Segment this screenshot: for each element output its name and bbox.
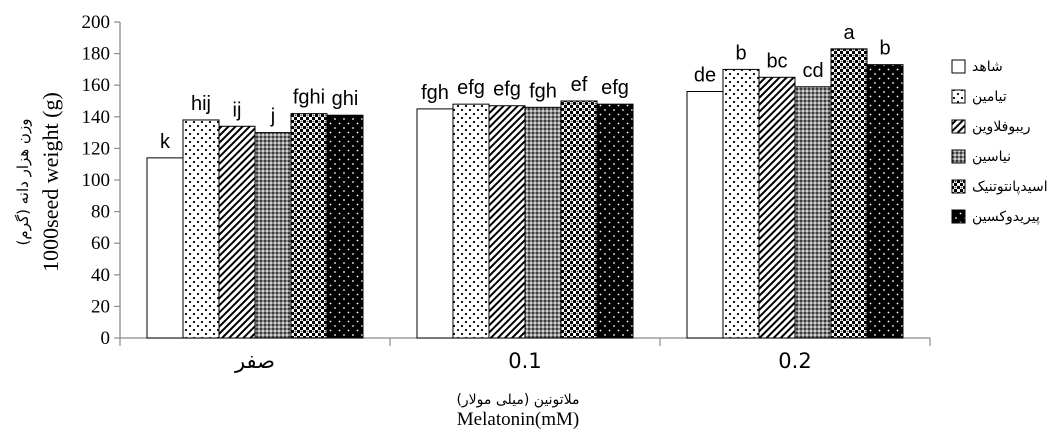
bar — [560, 100, 598, 339]
bar — [254, 132, 292, 339]
bar — [596, 103, 634, 339]
bar — [488, 105, 526, 339]
legend-swatch — [951, 89, 966, 104]
x-tick-label: 0.1 — [508, 349, 541, 373]
y-tick-label: 80 — [91, 202, 110, 223]
bar — [722, 68, 760, 339]
significance-label: efg — [493, 79, 521, 101]
significance-label: j — [270, 106, 275, 128]
x-axis-label-fa: ملاتونین (میلی مولار) — [456, 392, 579, 408]
legend-label: شاهد — [972, 59, 1003, 75]
y-tick-label: 140 — [82, 107, 111, 128]
bar — [830, 48, 868, 339]
bar — [452, 103, 490, 339]
significance-label: fgh — [421, 82, 449, 104]
y-tick-label: 60 — [91, 233, 110, 254]
significance-label: a — [843, 22, 855, 44]
significance-label: efg — [601, 77, 629, 99]
legend-swatch — [951, 149, 966, 164]
bar — [794, 86, 832, 339]
bar — [146, 157, 184, 339]
bar — [326, 114, 364, 339]
bar — [524, 106, 562, 339]
legend-swatch — [951, 59, 966, 74]
x-tick-label: 0.2 — [778, 349, 811, 373]
bar — [686, 91, 724, 339]
legend-swatch — [951, 119, 966, 134]
y-tick-label: 0 — [101, 328, 111, 349]
x-tick-label: صفر — [234, 349, 275, 373]
bar — [416, 108, 454, 339]
bar — [866, 64, 904, 339]
bar — [218, 125, 256, 339]
significance-label: ij — [233, 99, 242, 121]
significance-label: de — [694, 65, 716, 87]
y-tick-label: 40 — [91, 265, 110, 286]
bar — [758, 76, 796, 339]
y-tick-label: 100 — [82, 170, 111, 191]
y-tick-label: 120 — [82, 138, 111, 159]
significance-label: ghi — [332, 88, 359, 110]
axes: 0 20 40 60 80 100 120 140 160 180 200 صفر 0.1 0.2 — [82, 12, 931, 373]
y-axis-label-en: 1000seed weight (g) — [38, 92, 63, 272]
legend-swatch — [951, 179, 966, 194]
legend-label: تیامین — [972, 89, 1007, 105]
y-tick-label: 180 — [82, 44, 111, 65]
significance-label: k — [160, 131, 171, 153]
legend-label: اسیدپانتوتنیک — [972, 179, 1048, 195]
significance-label: cd — [802, 60, 823, 82]
y-tick-label: 160 — [82, 75, 111, 96]
legend-label: پیریدوکسین — [972, 209, 1040, 225]
significance-label: b — [879, 38, 890, 60]
y-tick-label: 200 — [82, 12, 111, 33]
x-axis-label-en: Melatonin(mM) — [457, 409, 579, 430]
significance-label: b — [735, 42, 746, 64]
significance-label: efg — [457, 77, 485, 99]
y-axis-label-fa: وزن هزار دانه (گرم) — [14, 119, 32, 246]
legend-swatch — [951, 209, 966, 224]
legend-label: نیاسین — [972, 149, 1011, 165]
significance-label: ef — [571, 74, 588, 96]
bar — [290, 113, 328, 339]
significance-label: fghi — [293, 87, 325, 109]
y-tick-label: 20 — [91, 296, 110, 317]
significance-label: bc — [766, 50, 787, 72]
legend: شاهد تیامین ریبوفلاوین نیاسین اسیدپانتوتنیک پ… — [951, 59, 1048, 225]
significance-label: fgh — [529, 80, 557, 102]
significance-label: hij — [191, 93, 211, 115]
bar — [182, 119, 220, 339]
legend-label: ریبوفلاوین — [972, 119, 1030, 135]
